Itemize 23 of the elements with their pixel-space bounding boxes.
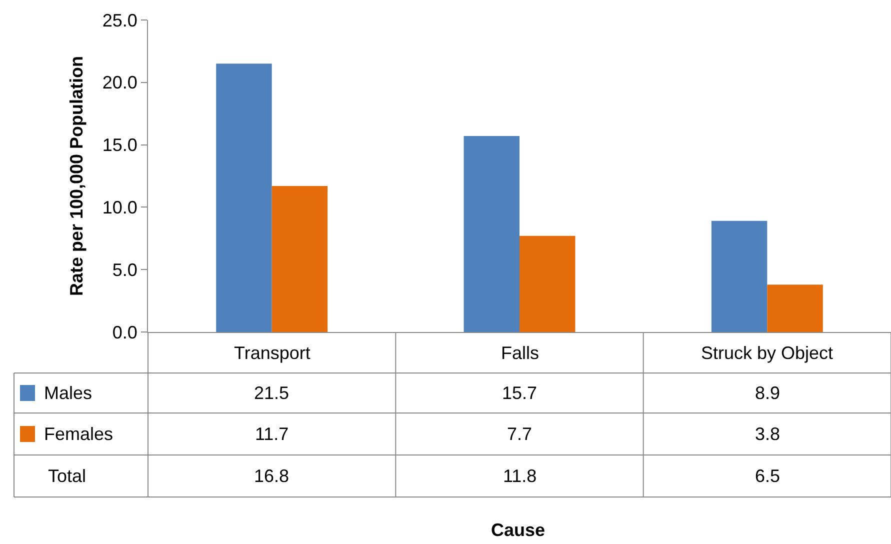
y-tick-label: 20.0 — [102, 72, 138, 93]
y-tick-label: 25.0 — [102, 10, 138, 30]
text: 11.8 — [503, 466, 537, 486]
text: 6.5 — [755, 466, 780, 486]
y-tick-label: 0.0 — [112, 322, 138, 342]
x-tick-label: Falls — [501, 343, 540, 363]
data-label: 21.5 — [254, 383, 290, 403]
text: Cause — [491, 520, 546, 540]
y-axis-title: Rate per 100,000 Population — [66, 56, 87, 296]
data-label: 7.7 — [507, 424, 532, 444]
data-label: 15.7 — [502, 383, 538, 403]
x-tick-label: Transport — [234, 343, 310, 363]
data-label: 3.8 — [755, 424, 780, 444]
y-tick-label: 10.0 — [102, 198, 138, 218]
y-tick-label: 15.0 — [102, 135, 138, 156]
text: 16.8 — [254, 466, 290, 486]
data-label: 8.9 — [755, 383, 780, 403]
data-label: 11.7 — [255, 424, 289, 444]
x-tick-label: Struck by Object — [701, 343, 834, 363]
legend-label: Males — [44, 383, 92, 403]
text: Total — [48, 466, 86, 486]
y-tick-label: 5.0 — [112, 260, 138, 280]
legend-label: Females — [44, 424, 114, 444]
